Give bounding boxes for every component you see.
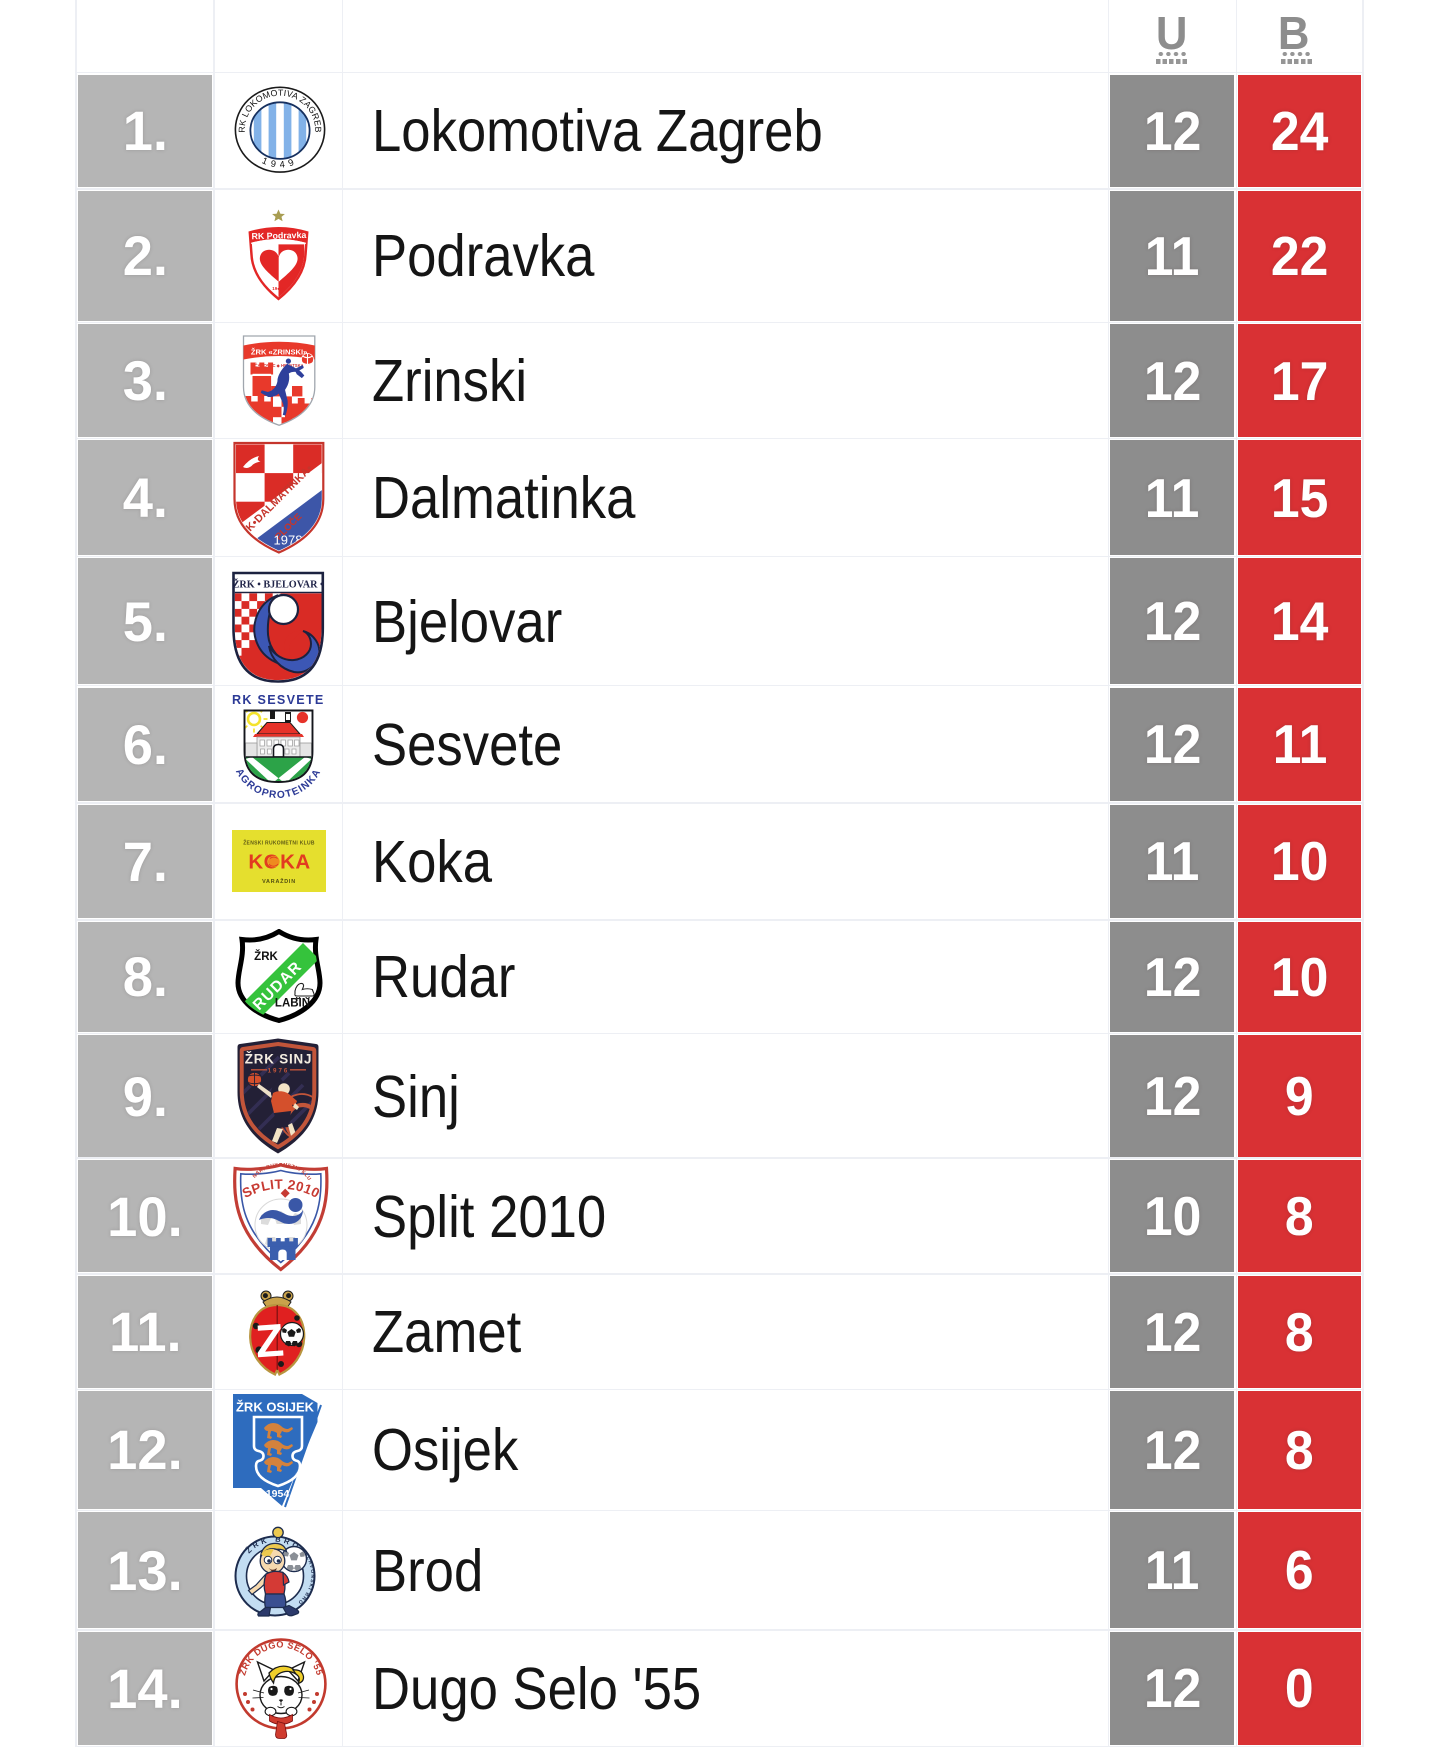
svg-text:VARAŽDIN: VARAŽDIN	[262, 877, 296, 885]
svg-text:Z: Z	[253, 1313, 285, 1367]
svg-text:1976: 1976	[267, 1068, 289, 1075]
svg-text:19●56: 19●56	[272, 286, 285, 291]
svg-text:ŽRK • BJELOVAR •: ŽRK • BJELOVAR •	[233, 578, 324, 590]
svg-text:ŽRK SINJ: ŽRK SINJ	[245, 1052, 312, 1067]
svg-text:ŽRK «ZRINSKI»: ŽRK «ZRINSKI»	[251, 347, 307, 356]
svg-text:ŽENSKI RUKOMETNI KLUB: ŽENSKI RUKOMETNI KLUB	[243, 838, 315, 846]
svg-text:LABIN: LABIN	[275, 997, 310, 1009]
svg-text:RK Podravka: RK Podravka	[251, 229, 306, 240]
svg-text:ŽRK: ŽRK	[254, 950, 278, 963]
svg-text:RK SESVETE: RK SESVETE	[232, 693, 325, 707]
svg-text:1954: 1954	[266, 1488, 290, 1500]
svg-text:ŽRK OSIJEK: ŽRK OSIJEK	[236, 1400, 315, 1415]
svg-text:1949: 1949	[260, 154, 299, 169]
svg-text:ČAKOVEC ◆ HRVATSKA: ČAKOVEC ◆ HRVATSKA	[254, 363, 303, 368]
